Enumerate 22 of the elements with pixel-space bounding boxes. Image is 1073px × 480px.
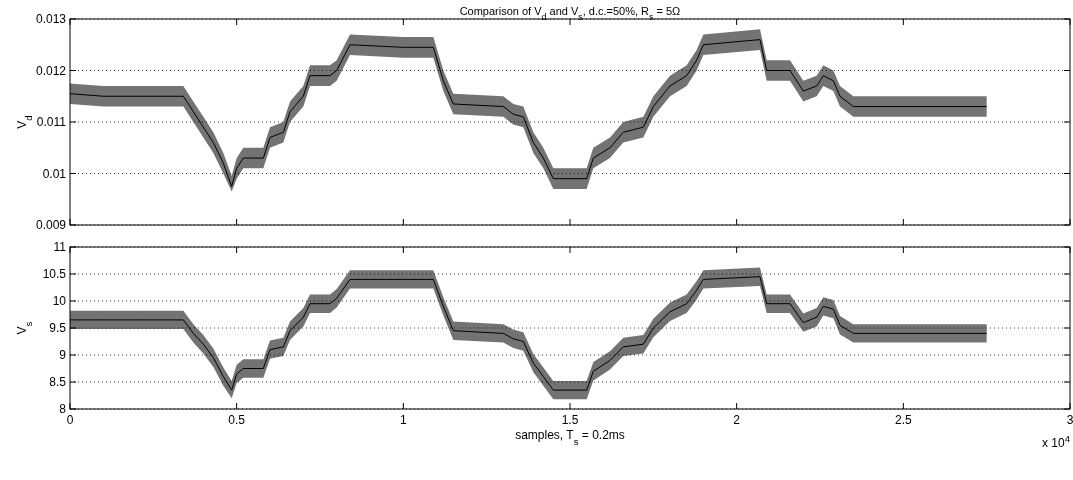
y-tick-label: 10: [52, 294, 67, 309]
y-tick-label: 0.011: [36, 115, 67, 130]
y-tick-label: 0.01: [42, 166, 67, 181]
x-tick-label: 0: [66, 413, 74, 427]
x-tick-label: 2: [733, 413, 741, 427]
y-tick-label: 9: [59, 348, 67, 363]
x-tick-label: 3: [1066, 413, 1073, 427]
y-tick-label: 10.5: [42, 267, 67, 282]
y-tick-label: 0.012: [35, 63, 67, 78]
x-tick-label: 0.5: [228, 413, 246, 427]
x-axis-title: samples, T$_{s}$ = 0.2ms: [515, 428, 625, 447]
x-tick-label: 2.5: [894, 413, 912, 427]
y-tick-label: 8.5: [49, 375, 67, 390]
y-tick-label: 0.013: [35, 12, 67, 27]
y-tick-label: 9.5: [49, 321, 67, 336]
y-tick-label: 0.009: [35, 218, 67, 233]
y-tick-label: 11: [53, 240, 67, 255]
y-tick-label: 8: [59, 402, 67, 417]
text: x 10$^{4}$: [1041, 432, 1071, 450]
chart-title: Comparison of V$_{d}$ and V$_{s}$, d.c.=50%, R$_{s}$ = 5Ω: [459, 5, 681, 22]
x-tick-label: 1: [399, 413, 407, 427]
x-tick-label: 1.5: [561, 413, 579, 427]
